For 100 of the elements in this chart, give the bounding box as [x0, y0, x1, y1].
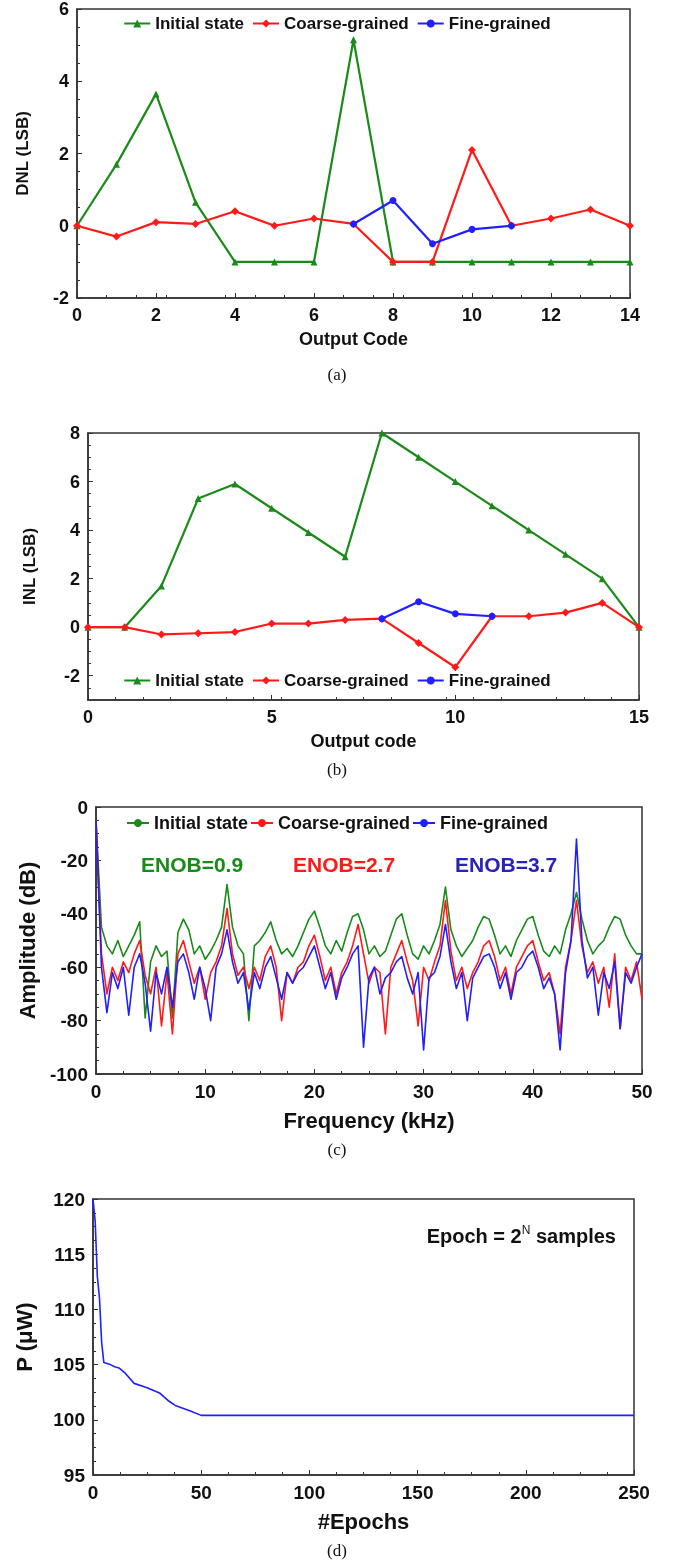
point — [191, 219, 200, 228]
point — [561, 608, 570, 617]
point — [389, 196, 397, 204]
x-tick-label: 0 — [90, 1081, 102, 1102]
annotation: ENOB=3.7 — [455, 853, 558, 876]
point — [415, 453, 423, 461]
x-tick-label: 4 — [229, 305, 241, 325]
point — [598, 598, 607, 607]
x-axis-title: Frequency (kHz) — [283, 1107, 455, 1133]
point — [157, 630, 166, 639]
x-tick-label: 50 — [190, 1482, 212, 1503]
x-tick-label: 30 — [413, 1081, 435, 1102]
point — [547, 258, 555, 266]
legend-label: Initial state — [155, 14, 245, 33]
x-tick-label: 14 — [619, 305, 641, 325]
x-tick-label: 10 — [194, 1081, 216, 1102]
y-axis-title: DNL (LSB) — [13, 111, 32, 196]
point — [268, 504, 276, 512]
y-tick-label: -40 — [60, 903, 88, 925]
y-tick-label: 0 — [58, 215, 69, 236]
y-tick-label: -2 — [52, 288, 69, 308]
point — [304, 619, 313, 628]
y-tick-label: 6 — [69, 471, 80, 492]
line-series — [92, 1198, 635, 1417]
point — [415, 598, 423, 606]
y-axis-title: Amplitude (dB) — [14, 861, 40, 1020]
point — [231, 207, 239, 216]
point — [586, 205, 595, 214]
point — [310, 258, 318, 266]
y-tick-label: -80 — [60, 1010, 88, 1032]
x-tick-label: 40 — [522, 1081, 544, 1102]
text: (d) — [327, 1541, 347, 1560]
point — [270, 221, 279, 230]
x-tick-label: 6 — [308, 305, 320, 325]
y-tick-label: 0 — [69, 617, 80, 638]
x-axis-title: Output Code — [299, 329, 408, 349]
point — [626, 221, 634, 230]
point — [414, 638, 423, 647]
point — [350, 36, 357, 44]
x-tick-label: 2 — [150, 305, 162, 325]
annotation: ENOB=0.9 — [141, 853, 244, 876]
y-tick-label: -100 — [49, 1063, 88, 1085]
point — [310, 214, 318, 223]
text: (c) — [327, 1140, 347, 1159]
y-tick-label: -60 — [60, 956, 88, 978]
legend-label: Initial state — [155, 671, 245, 690]
y-tick-label: 100 — [53, 1409, 85, 1431]
point — [626, 258, 634, 266]
legend-label: Fine-grained — [448, 14, 551, 33]
legend-label: Coarse-grained — [277, 813, 411, 833]
y-axis-title: INL (LSB) — [20, 527, 39, 606]
point — [451, 663, 460, 672]
point — [429, 240, 436, 248]
x-tick-label: 15 — [628, 707, 650, 727]
point — [230, 628, 239, 637]
point — [524, 612, 533, 621]
y-tick-label: 0 — [77, 796, 88, 818]
text: (a) — [327, 365, 347, 384]
point — [562, 550, 570, 558]
point — [508, 258, 515, 266]
text: (b) — [327, 760, 347, 779]
y-tick-label: 2 — [58, 143, 69, 164]
y-tick-label: 110 — [54, 1298, 85, 1320]
y-axis-title: P (μW) — [11, 1302, 37, 1372]
y-tick-label: 6 — [58, 0, 69, 19]
legend-label: Coarse-grained — [284, 671, 409, 690]
y-tick-label: 105 — [53, 1354, 86, 1376]
x-axis-title: Output code — [310, 731, 417, 751]
legend-label: Fine-grained — [448, 671, 551, 690]
point — [231, 258, 239, 266]
point — [157, 582, 165, 590]
point — [152, 90, 160, 98]
y-tick-label: 120 — [53, 1188, 85, 1210]
legend-label: Fine-grained — [440, 813, 549, 833]
x-tick-label: 200 — [509, 1482, 542, 1503]
y-tick-label: -20 — [60, 849, 88, 871]
point — [112, 232, 121, 241]
point — [341, 615, 350, 624]
x-tick-label: 10 — [445, 707, 466, 727]
point — [194, 629, 203, 638]
x-tick-label: 12 — [540, 305, 562, 325]
point — [525, 526, 533, 534]
y-tick-label: -2 — [63, 665, 80, 686]
y-tick-label: 95 — [63, 1464, 86, 1486]
point — [152, 218, 160, 227]
x-tick-label: 20 — [303, 1081, 325, 1102]
point — [468, 258, 476, 266]
x-tick-label: 150 — [401, 1482, 434, 1503]
y-tick-label: 8 — [69, 423, 80, 443]
x-tick-label: 50 — [631, 1081, 653, 1102]
point — [378, 429, 386, 437]
x-tick-label: 250 — [618, 1482, 650, 1503]
point — [113, 160, 120, 168]
x-tick-label: 10 — [461, 305, 483, 325]
point — [304, 529, 312, 537]
x-axis-title: #Epochs — [317, 1508, 410, 1534]
y-tick-label: 4 — [58, 71, 69, 92]
point — [587, 258, 594, 266]
y-tick-label: 4 — [69, 520, 80, 541]
legend-label: Initial state — [153, 813, 248, 833]
